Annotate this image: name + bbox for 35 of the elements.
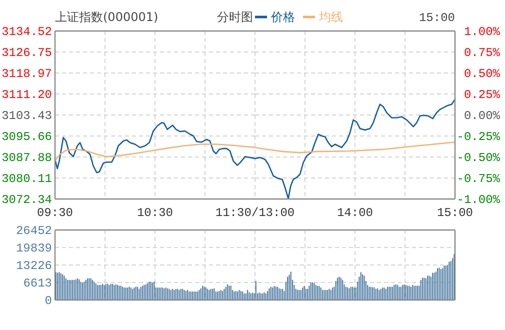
y-tick-label: 0 — [44, 294, 52, 308]
x-tick-label: 09:30 — [36, 206, 74, 220]
y-tick-label: 19839 — [16, 242, 52, 256]
text: 0.50% — [464, 67, 500, 81]
y-tick-label: 3111.20 — [2, 88, 52, 102]
chart-subtitle: 分时图 — [217, 10, 253, 24]
text: 15:00 — [418, 11, 455, 25]
x-tick-label: 11:30/13:00 — [215, 206, 295, 220]
legend-label: 价格 — [270, 10, 295, 24]
text: -0.25% — [456, 130, 500, 144]
text: -0.75% — [456, 172, 500, 186]
x-tick-label: 10:30 — [136, 206, 174, 220]
y-tick-label: 3103.43 — [2, 109, 52, 123]
text: -1.00% — [456, 193, 500, 207]
legend-item: 价格 — [255, 10, 295, 24]
y-tick-label: 3118.97 — [2, 67, 52, 82]
y-tick-label: 3134.52 — [2, 25, 52, 39]
x-tick-label: 14:00 — [336, 206, 374, 220]
text: 0.75% — [464, 46, 500, 60]
y-tick-label: 3095.66 — [2, 130, 52, 144]
legend-item: 均线 — [303, 10, 343, 24]
text: 0.25% — [464, 88, 500, 102]
legend-label: 均线 — [318, 10, 343, 24]
chart-title: 上证指数(000001) — [55, 10, 158, 24]
y-tick-label: 3080.11 — [2, 172, 52, 186]
text: -0.50% — [456, 151, 500, 165]
y-tick-label: 3072.34 — [2, 193, 52, 207]
text: 0.00% — [464, 109, 500, 123]
y-tick-label: 26452 — [16, 224, 52, 238]
x-tick-label: 15:00 — [436, 206, 474, 220]
y-tick-label: 6613 — [23, 276, 52, 290]
y-tick-label: 3126.75 — [2, 46, 52, 60]
text: 1.00% — [464, 25, 500, 39]
y-tick-label: 3087.88 — [2, 151, 52, 166]
y-tick-label: 13226 — [16, 259, 52, 273]
